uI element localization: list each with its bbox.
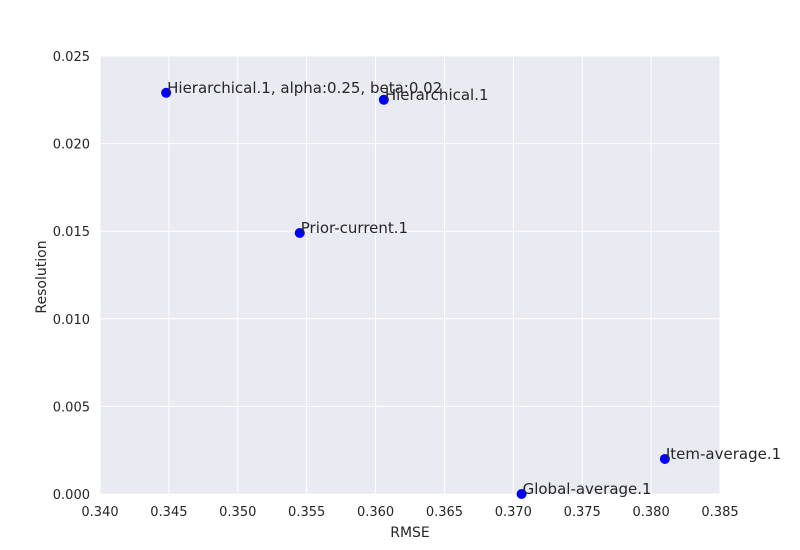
y-tick-label: 0.015 bbox=[53, 225, 90, 240]
y-tick-label: 0.005 bbox=[53, 400, 90, 415]
scatter-point bbox=[378, 94, 389, 105]
point-label: Hierarchical.1, alpha:0.25, beta:0.02 bbox=[167, 79, 442, 97]
point-label: Item-average.1 bbox=[666, 445, 781, 463]
y-axis-label: Resolution bbox=[34, 240, 50, 313]
x-tick-label: 0.350 bbox=[219, 505, 256, 520]
y-tick-label: 0.000 bbox=[53, 488, 90, 503]
y-tick-label: 0.025 bbox=[53, 50, 90, 65]
plot-area bbox=[100, 56, 720, 494]
x-tick-label: 0.375 bbox=[564, 505, 601, 520]
x-axis-label: RMSE bbox=[390, 525, 430, 541]
point-label: Global-average.1 bbox=[523, 480, 652, 498]
tick-labels: 0.340 0.345 0.350 0.355 0.360 0.365 0.370 0.375… bbox=[53, 50, 739, 520]
scatter-point bbox=[516, 489, 527, 499]
x-tick-label: 0.340 bbox=[81, 505, 118, 520]
y-tick-label: 0.020 bbox=[53, 138, 90, 153]
scatter-point bbox=[659, 453, 670, 464]
point-label: Hierarchical.1 bbox=[385, 86, 489, 104]
x-tick-label: 0.355 bbox=[288, 505, 325, 520]
grid-lines bbox=[99, 55, 721, 495]
x-tick-label: 0.345 bbox=[150, 505, 187, 520]
x-tick-label: 0.365 bbox=[426, 505, 463, 520]
x-tick-label: 0.385 bbox=[701, 505, 738, 520]
x-tick-label: 0.370 bbox=[495, 505, 532, 520]
scatter-point bbox=[294, 227, 305, 238]
y-tick-label: 0.010 bbox=[53, 313, 90, 328]
scatter-point bbox=[161, 87, 172, 98]
x-tick-label: 0.380 bbox=[633, 505, 670, 520]
data-points: Hierarchical.1, alpha:0.25, beta:0.02Hie… bbox=[161, 79, 781, 499]
x-tick-label: 0.360 bbox=[357, 505, 394, 520]
point-label: Prior-current.1 bbox=[301, 219, 408, 237]
